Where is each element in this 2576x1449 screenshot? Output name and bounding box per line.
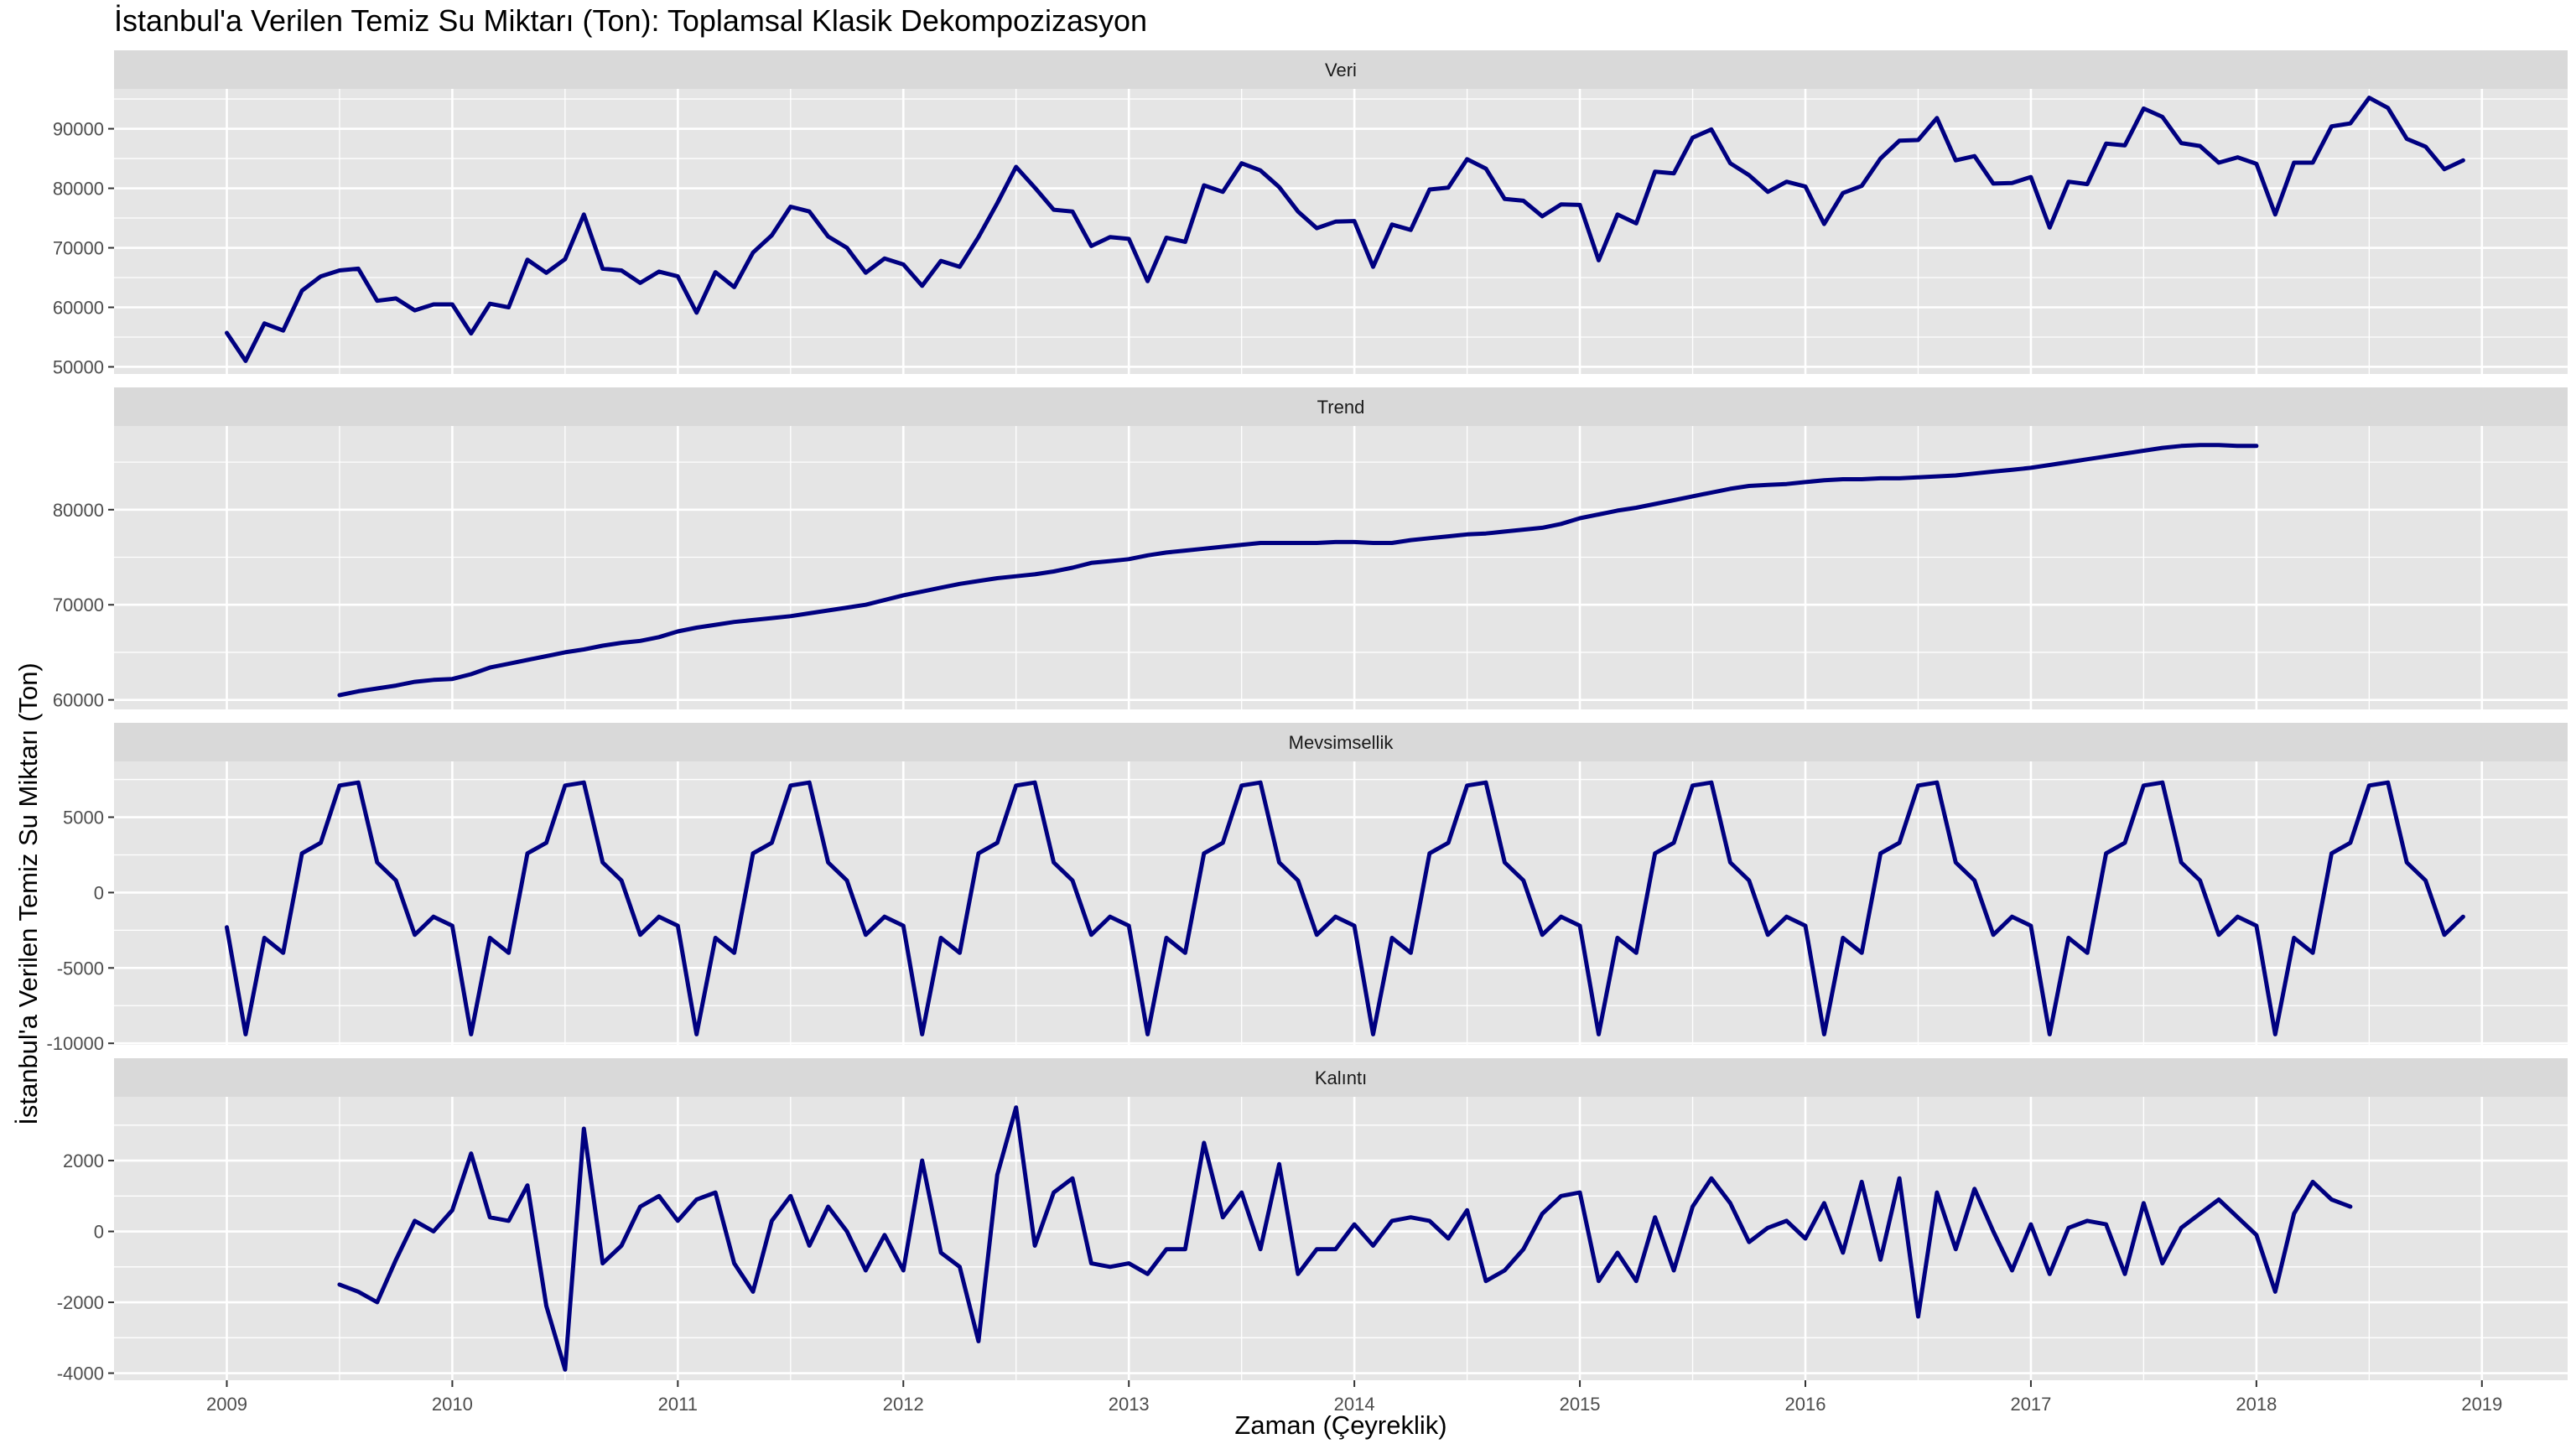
- x-tick-label: 2017: [2010, 1394, 2051, 1415]
- x-tick-label: 2019: [2461, 1394, 2502, 1415]
- y-tick-label: 60000: [53, 298, 104, 319]
- chart-title: İstanbul'a Verilen Temiz Su Miktarı (Ton…: [114, 3, 1148, 38]
- y-tick-label: 80000: [53, 500, 104, 521]
- facet-panel: [114, 89, 2568, 374]
- facet-panel: [114, 1097, 2568, 1380]
- y-tick-label: 80000: [53, 179, 104, 200]
- x-axis-label: Zaman (Çeyreklik): [1234, 1410, 1447, 1440]
- y-tick-label: 90000: [53, 119, 104, 140]
- facet-strip: [114, 50, 2568, 89]
- y-tick-label: 70000: [53, 595, 104, 615]
- x-tick-label: 2015: [1560, 1394, 1601, 1415]
- facet-strip-label: Kalıntı: [1315, 1067, 1367, 1088]
- y-tick-label: -2000: [57, 1292, 104, 1313]
- x-tick-label: 2014: [1334, 1394, 1375, 1415]
- x-axis: 2009 2010 2011 2012 2013 2014 2015 2016 2017 2018…: [206, 1380, 2502, 1415]
- facet-2: Trend 60000 70000 80000: [53, 387, 2568, 711]
- series-line-3: [225, 780, 2465, 1036]
- y-tick-label: 2000: [63, 1150, 104, 1171]
- series-line-1: [225, 96, 2465, 363]
- y-tick-label: 5000: [63, 808, 104, 828]
- x-tick-label: 2013: [1109, 1394, 1150, 1415]
- y-tick-label: 50000: [53, 356, 104, 377]
- x-tick-label: 2016: [1785, 1394, 1826, 1415]
- facet-strip-label: Mevsimsellik: [1289, 732, 1394, 753]
- x-tick-label: 2012: [883, 1394, 924, 1415]
- x-tick-label: 2009: [206, 1394, 247, 1415]
- y-tick-label: -4000: [57, 1363, 104, 1384]
- facet-strip-label: Veri: [1325, 60, 1357, 80]
- facet-panel: [114, 426, 2568, 709]
- facet-strip: [114, 723, 2568, 761]
- y-tick-label: 0: [94, 882, 104, 903]
- y-tick-label: 60000: [53, 690, 104, 711]
- y-tick-label: -5000: [57, 958, 104, 979]
- facet-1: Veri 50000 60000 70000 80000 90000: [53, 50, 2568, 377]
- facet-4: Kalıntı -4000 -2000 0 2000: [57, 1058, 2568, 1384]
- y-tick-label: 70000: [53, 238, 104, 259]
- facet-strip-label: Trend: [1317, 397, 1365, 418]
- x-tick-label: 2010: [432, 1394, 473, 1415]
- facet-panel: [114, 761, 2568, 1045]
- x-tick-label: 2018: [2236, 1394, 2277, 1415]
- series-line-2: [337, 443, 2259, 698]
- facet-strip: [114, 1058, 2568, 1097]
- facet-strip: [114, 387, 2568, 426]
- x-tick-label: 2011: [658, 1394, 698, 1415]
- facet-3: Mevsimsellik -10000 -5000 0 5000: [46, 723, 2568, 1054]
- series-line-4: [337, 1105, 2353, 1372]
- y-tick-label: -10000: [46, 1033, 104, 1054]
- y-tick-label: 0: [94, 1222, 104, 1243]
